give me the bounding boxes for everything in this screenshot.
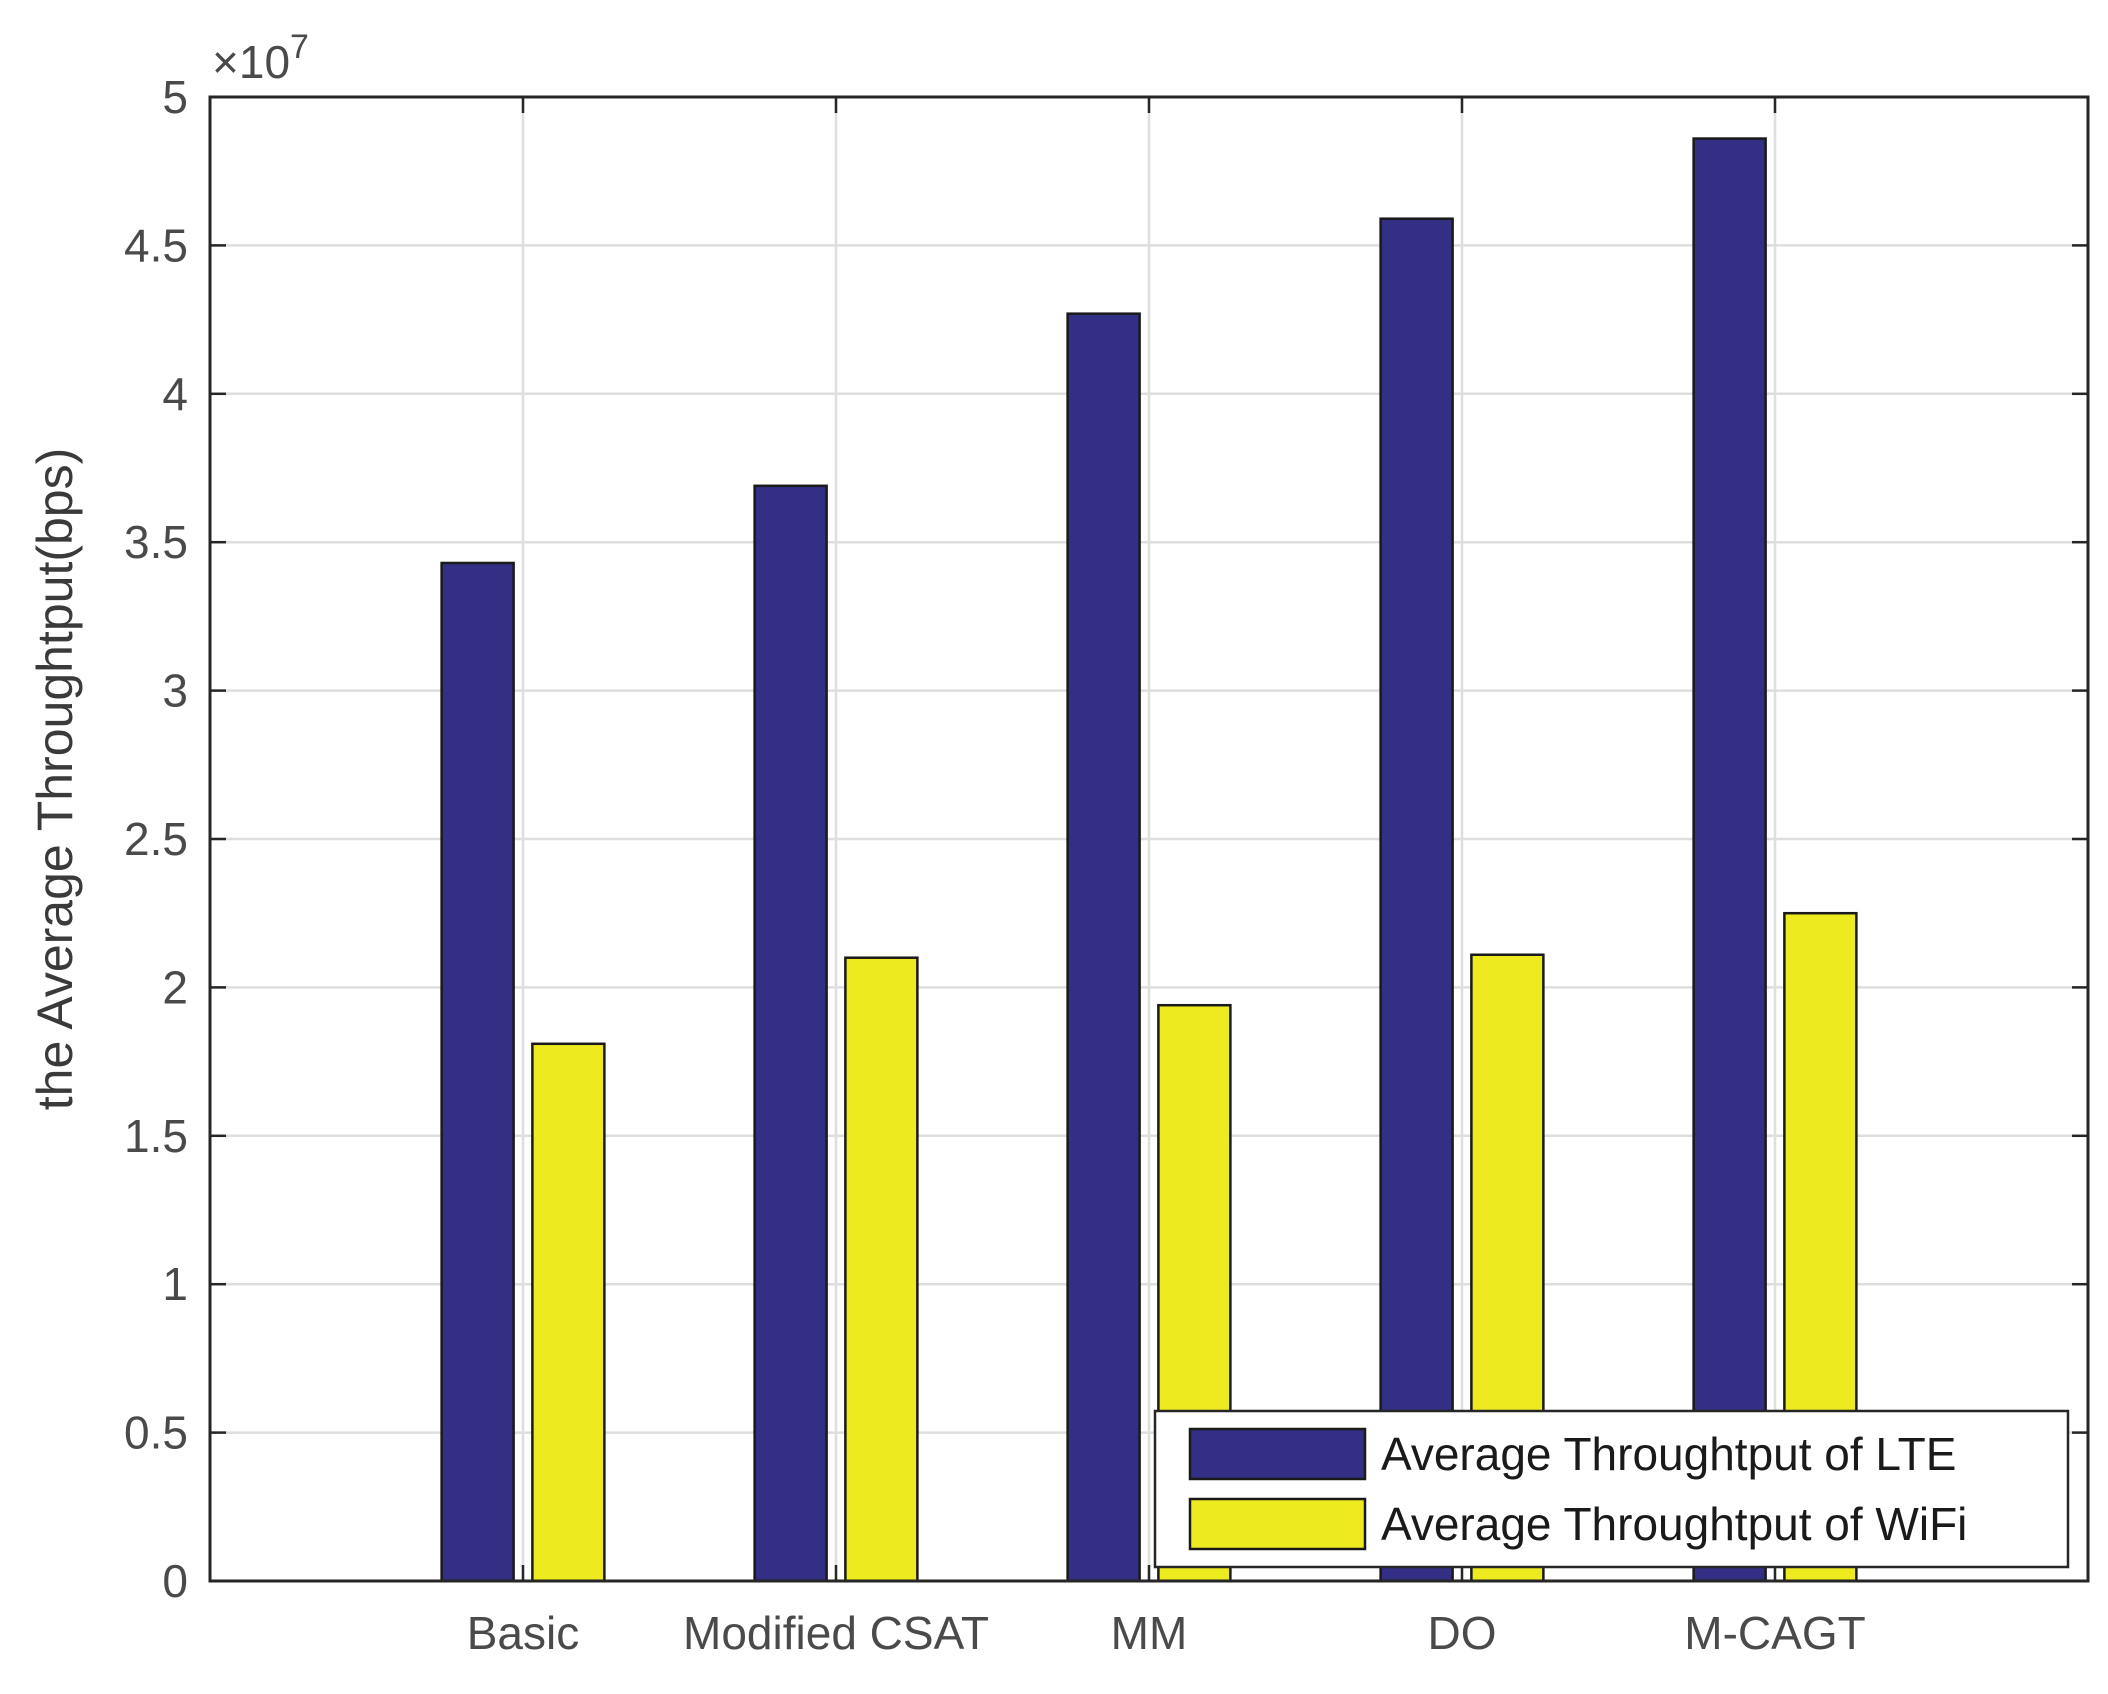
legend-entry-label: Average Throughtput of WiFi	[1381, 1498, 1967, 1550]
y-axis-exponent: ×107	[212, 28, 309, 88]
y-tick-label: 4.5	[124, 219, 188, 271]
y-tick-label: 0.5	[124, 1407, 188, 1459]
bar-lte-4	[1692, 137, 1767, 1583]
axis-labels: ×107 the Average Throughtput(bps)	[27, 28, 309, 1110]
y-exponent-power: 7	[290, 28, 309, 66]
bar-lte-1	[753, 484, 828, 1583]
legend: Average Throughtput of LTE Average Throug…	[1153, 1409, 2070, 1569]
bar-lte-2	[1066, 312, 1141, 1583]
ticks: 0 0.5 1 1.5 2 2.5 3 3.5 4 4.5 5 Basic Modified CSAT M…	[124, 71, 2088, 1659]
bar-lte-0	[440, 561, 515, 1583]
y-tick-label: 0	[162, 1555, 188, 1607]
legend-swatch	[1188, 1427, 1367, 1481]
bar-lte-3	[1379, 217, 1454, 1583]
x-tick-label: M-CAGT	[1684, 1607, 1865, 1659]
y-tick-label: 4	[162, 368, 188, 420]
y-tick-label: 3	[162, 665, 188, 717]
x-tick-label: DO	[1428, 1607, 1497, 1659]
legend-entry-label: Average Throughtput of LTE	[1381, 1428, 1956, 1480]
y-tick-label: 3.5	[124, 516, 188, 568]
y-tick-label: 2	[162, 961, 188, 1013]
y-exponent-base: ×10	[212, 36, 290, 88]
y-tick-label: 1	[162, 1258, 188, 1310]
y-tick-label: 1.5	[124, 1110, 188, 1162]
y-tick-label: 5	[162, 71, 188, 123]
x-tick-label: MM	[1111, 1607, 1188, 1659]
bars	[440, 137, 1858, 1583]
y-axis-label: the Average Throughtput(bps)	[27, 448, 83, 1111]
bar-wifi-0	[531, 1042, 606, 1583]
x-tick-label: Modified CSAT	[683, 1607, 989, 1659]
y-tick-label: 2.5	[124, 813, 188, 865]
legend-swatch	[1188, 1497, 1367, 1551]
bar-wifi-1	[844, 956, 919, 1583]
x-tick-label: Basic	[467, 1607, 579, 1659]
